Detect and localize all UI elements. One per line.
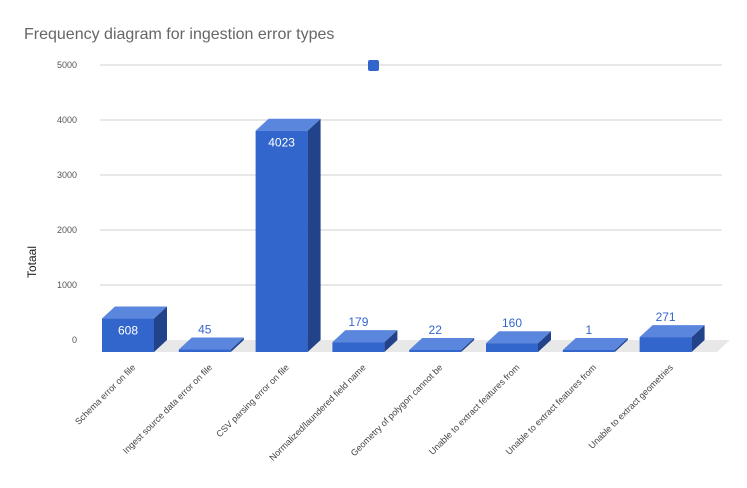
bar-front-face — [178, 349, 231, 352]
y-tick-label: 4000 — [57, 115, 77, 125]
bar[interactable] — [486, 331, 551, 352]
legend-marker[interactable] — [368, 60, 379, 71]
bar[interactable] — [102, 306, 167, 352]
data-label: 45 — [198, 323, 212, 337]
bar[interactable] — [332, 330, 398, 352]
bar[interactable] — [639, 325, 705, 352]
bar-side-face — [384, 330, 398, 352]
data-label: 22 — [429, 323, 443, 337]
data-label: 179 — [348, 315, 368, 329]
bar-side-face — [691, 325, 705, 352]
x-tick-label: Unable to extract features from — [427, 362, 521, 456]
data-label: 271 — [656, 310, 676, 324]
x-tick-label: Unable to extract geometries — [587, 362, 676, 451]
x-tick-label: Geometry of polygon cannot be — [349, 362, 445, 458]
bar-front-face — [486, 343, 538, 352]
bar-front-face — [562, 350, 615, 352]
y-tick-label: 0 — [72, 335, 77, 345]
bar-top-face — [639, 325, 705, 338]
bar[interactable] — [255, 118, 321, 352]
x-tick-label: Ingest source data error on file — [121, 362, 214, 455]
bar-top-face — [102, 306, 167, 319]
bar[interactable] — [178, 337, 244, 352]
bar-front-face — [102, 318, 154, 352]
bar[interactable] — [409, 338, 475, 352]
data-label: 160 — [502, 316, 522, 330]
bar[interactable] — [562, 338, 628, 352]
y-tick-label: 1000 — [57, 280, 77, 290]
y-axis-ticks: 0 1000 2000 3000 4000 5000 — [57, 60, 77, 345]
bar-top-face — [562, 338, 628, 350]
bar-front-face — [409, 350, 462, 352]
y-axis-label: Totaal — [25, 246, 39, 278]
y-tick-label: 5000 — [57, 60, 77, 70]
y-tick-label: 3000 — [57, 170, 77, 180]
bar-side-face — [230, 337, 244, 352]
bar-side-face — [538, 331, 551, 352]
gridlines — [100, 64, 722, 286]
bar-top-face — [486, 331, 551, 344]
data-label: 1 — [585, 323, 592, 337]
x-tick-label: Schema error on file — [73, 362, 137, 426]
bar-side-face — [307, 118, 321, 352]
data-label: 4023 — [268, 136, 295, 150]
bar-top-face — [255, 118, 321, 131]
bar-front-face — [639, 337, 692, 352]
bar-front-face — [255, 130, 308, 352]
bar-top-face — [409, 338, 475, 350]
data-label: 608 — [118, 324, 138, 338]
chart-title: Frequency diagram for ingestion error ty… — [24, 26, 334, 43]
x-tick-label: CSV parsing error on file — [214, 362, 291, 439]
y-tick-label: 2000 — [57, 225, 77, 235]
bar-side-face — [154, 306, 167, 352]
x-tick-label: Unable to extract features from — [504, 362, 598, 456]
bar-front-face — [332, 342, 385, 352]
bars: 608 45 4023 179 22 160 1 271 — [102, 118, 705, 352]
bar-top-face — [178, 337, 244, 350]
bar-top-face — [332, 330, 398, 343]
bar-side-face — [614, 338, 628, 352]
bar-side-face — [461, 338, 475, 352]
